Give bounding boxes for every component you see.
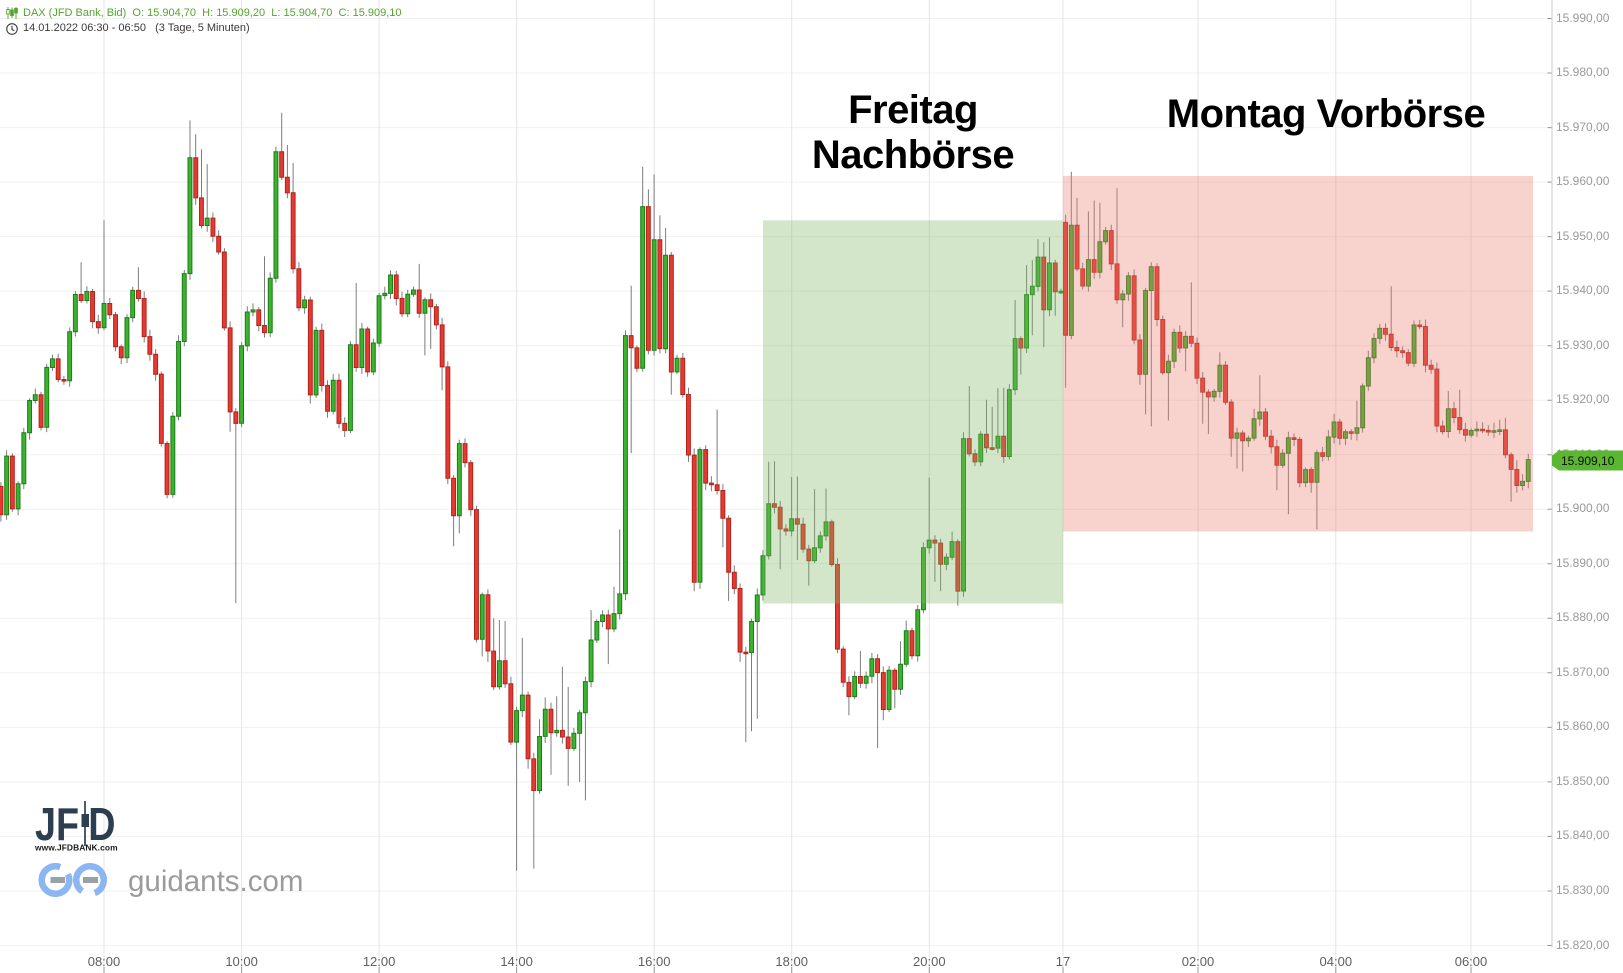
svg-text:www.JFDBANK.com: www.JFDBANK.com — [35, 843, 118, 853]
svg-text:JF: JF — [35, 801, 79, 850]
svg-text:guidants.com: guidants.com — [128, 865, 303, 898]
svg-text:15.909,10: 15.909,10 — [1561, 454, 1615, 468]
svg-text:D: D — [88, 801, 115, 850]
